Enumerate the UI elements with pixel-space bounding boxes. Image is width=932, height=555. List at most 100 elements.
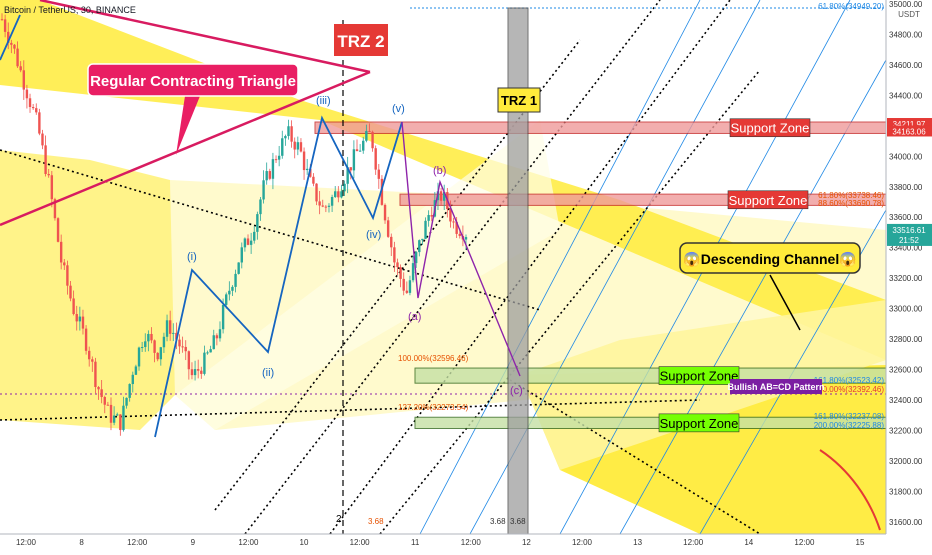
price-badge-label: 34163.06 <box>892 127 926 136</box>
time-axis-background <box>0 534 932 550</box>
price-badge <box>887 223 932 246</box>
candle-body <box>240 247 243 263</box>
price-tick-label: 34400.00 <box>889 91 923 100</box>
pattern-annotation[interactable]: Bullish AB=CD Pattern <box>728 379 825 394</box>
time-tick-label: 9 <box>191 538 196 547</box>
candle-body <box>69 285 72 299</box>
channel-guide-line <box>619 59 886 534</box>
channel-guide-line <box>419 0 701 534</box>
candle-body <box>321 205 324 207</box>
red-curve <box>819 449 881 531</box>
candle-body <box>380 178 384 205</box>
descending-channel-label: 😱Descending Channel😱 <box>683 251 856 268</box>
wave-label-ii: (ii) <box>262 367 274 379</box>
candle-body <box>340 191 343 198</box>
candle-body <box>318 201 321 206</box>
candle-body <box>97 387 100 390</box>
candle-body <box>212 335 215 350</box>
symbol-title[interactable]: Bitcoin / TetherUS, 30, BINANCE <box>4 5 136 15</box>
candle-body <box>346 167 349 184</box>
price-tick-label: 32400.00 <box>889 396 923 405</box>
time-tick-label: 12:00 <box>572 538 593 547</box>
candle-body <box>383 204 387 221</box>
support-zone-label: Support Zone <box>660 416 739 431</box>
candle-body <box>203 352 206 374</box>
candle-body <box>44 145 47 174</box>
candle-body <box>156 352 159 360</box>
candle-body <box>234 273 237 287</box>
wave-label-2: 2 <box>336 514 342 525</box>
wave-label-iv: (iv) <box>366 229 381 241</box>
candle-body <box>365 130 368 141</box>
price-tick-label: 32000.00 <box>889 457 923 466</box>
descending-channel-annotation[interactable]: 😱Descending Channel😱 <box>679 242 861 274</box>
support-zone-label-box <box>658 413 740 433</box>
candle-body <box>327 205 331 207</box>
candle-body <box>277 155 281 160</box>
candle-body <box>125 397 128 406</box>
candle-body <box>371 131 374 149</box>
trz1-annotation[interactable]: TRZ 1 <box>497 87 541 113</box>
candle-body <box>402 278 405 291</box>
candle-body <box>38 112 41 134</box>
candle-body <box>84 328 88 351</box>
support-zone-band[interactable] <box>399 193 886 206</box>
candle-body <box>377 169 381 179</box>
candle-body <box>281 138 284 156</box>
trz1-zone[interactable] <box>507 7 529 534</box>
candle-body <box>184 346 187 352</box>
triangle-annotation[interactable]: Regular Contracting Triangle <box>87 63 299 155</box>
pattern-label: Bullish AB=CD Pattern <box>728 382 825 392</box>
wave-label-a: (a) <box>408 311 421 323</box>
wave-label-c: (c) <box>510 385 523 397</box>
candle-body <box>181 346 184 348</box>
fib-label-127: 127.20%(32273.54) <box>398 403 469 412</box>
candle-body <box>430 215 433 217</box>
descending-channel-box <box>679 242 861 274</box>
candle-body <box>150 333 153 341</box>
candle-body <box>106 404 110 406</box>
support-zone-band[interactable] <box>314 121 886 134</box>
candle-body <box>452 221 455 223</box>
price-tick-label: 33600.00 <box>889 213 923 222</box>
candle-body <box>464 237 468 240</box>
triangle-callout-pointer <box>176 96 200 155</box>
time-axis[interactable]: 12:00 8 12:00 9 12:00 10 12:00 11 12:00 12 12:00 13… <box>0 533 932 550</box>
elliott-impulse-line <box>154 115 403 438</box>
support-zone-band[interactable] <box>414 416 886 429</box>
candle-body <box>262 180 265 200</box>
triangle-lower-line <box>39 0 371 74</box>
value-label-368-c: 3.68 <box>510 517 526 526</box>
fib-label-161-a: 161.80%(32523.42) <box>814 376 885 385</box>
triangle-label: Regular Contracting Triangle <box>90 73 296 90</box>
candle-body <box>47 173 50 176</box>
price-tick-label: 34000.00 <box>889 152 923 161</box>
candle-body <box>78 316 82 322</box>
candle-body <box>162 336 166 348</box>
plot-area: Support Zone Support Zone Support Zone Supp… <box>0 0 886 534</box>
fib-label-200: 200.00%(32225.88) <box>814 421 885 430</box>
candle-body <box>424 220 427 239</box>
candle-body <box>53 199 57 219</box>
candle-body <box>302 151 306 171</box>
candle-body <box>390 236 393 248</box>
support-zone-label: Support Zone <box>729 193 808 208</box>
candle-body <box>87 350 91 360</box>
candle-body <box>215 335 219 339</box>
candle-body <box>122 405 125 431</box>
price-axis-background <box>886 0 932 550</box>
time-tick-label: 14 <box>744 538 753 547</box>
candle-body <box>439 191 443 201</box>
candle-body <box>3 19 7 32</box>
price-axis[interactable]: 35000.00 34800.00 34600.00 34400.00 34000.00… <box>885 0 932 550</box>
time-tick-label: 12:00 <box>350 538 371 547</box>
candle-body <box>411 263 415 281</box>
fib-label-100-b: 100.00%(32392.46) <box>814 385 885 394</box>
time-tick-label: 13 <box>633 538 642 547</box>
trz2-annotation[interactable]: TRZ 2 <box>334 24 388 56</box>
candle-body <box>193 369 197 376</box>
time-tick-label: 11 <box>411 538 420 547</box>
candle-body <box>50 175 54 200</box>
